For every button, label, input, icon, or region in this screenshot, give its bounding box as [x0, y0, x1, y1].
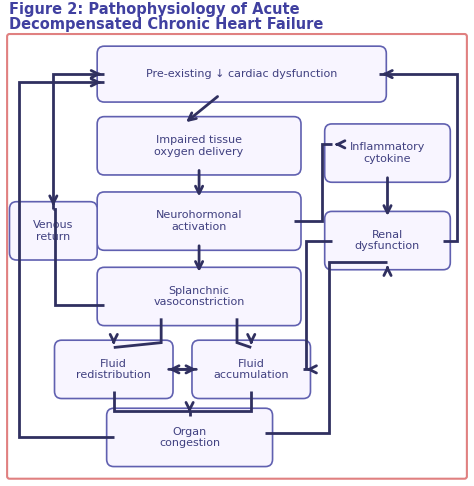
Text: Inflammatory
cytokine: Inflammatory cytokine: [350, 142, 425, 164]
Text: Decompensated Chronic Heart Failure: Decompensated Chronic Heart Failure: [9, 17, 324, 32]
FancyBboxPatch shape: [192, 340, 310, 399]
Text: Neurohormonal
activation: Neurohormonal activation: [156, 210, 242, 232]
FancyBboxPatch shape: [7, 34, 467, 479]
Text: Splanchnic
vasoconstriction: Splanchnic vasoconstriction: [154, 286, 245, 307]
FancyBboxPatch shape: [97, 117, 301, 175]
Text: Organ
congestion: Organ congestion: [159, 427, 220, 448]
FancyBboxPatch shape: [107, 408, 273, 467]
FancyBboxPatch shape: [325, 211, 450, 270]
FancyBboxPatch shape: [97, 192, 301, 250]
Text: Fluid
accumulation: Fluid accumulation: [213, 359, 289, 380]
Text: Renal
dysfunction: Renal dysfunction: [355, 230, 420, 251]
FancyBboxPatch shape: [97, 46, 386, 102]
FancyBboxPatch shape: [325, 124, 450, 182]
Text: Impaired tissue
oxygen delivery: Impaired tissue oxygen delivery: [155, 135, 244, 156]
FancyBboxPatch shape: [97, 267, 301, 326]
Text: Venous
return: Venous return: [33, 220, 73, 242]
Text: Fluid
redistribution: Fluid redistribution: [76, 359, 151, 380]
FancyBboxPatch shape: [55, 340, 173, 399]
Text: Figure 2: Pathophysiology of Acute: Figure 2: Pathophysiology of Acute: [9, 2, 300, 17]
Text: Pre-existing ↓ cardiac dysfunction: Pre-existing ↓ cardiac dysfunction: [146, 69, 337, 79]
FancyBboxPatch shape: [9, 202, 97, 260]
